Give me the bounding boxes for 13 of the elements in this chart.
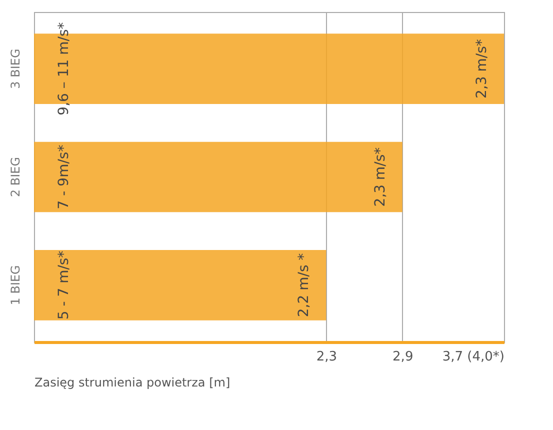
y-tick-label: 1 BIEG [8,265,22,306]
annotation: 2,3 m/s* [372,147,388,207]
annotation: 2,2 m/s * [296,253,312,318]
x-axis-title: Zasięg strumienia powietrza [m] [34,376,230,390]
x-tick-label: 2,9 [392,350,414,364]
annotation: 7 - 9m/s* [56,144,72,210]
annotation: 9,6 – 11 m/s* [56,22,72,116]
y-tick-label: 3 BIEG [8,48,22,89]
y-tick-label: 2 BIEG [8,156,22,198]
x-tick-label: 3,7 (4,0*) [442,350,504,364]
annotation: 5 - 7 m/s* [56,250,72,320]
x-tick-label: 2,3 [316,350,338,364]
annotation: 2,3 m/s* [474,39,490,98]
